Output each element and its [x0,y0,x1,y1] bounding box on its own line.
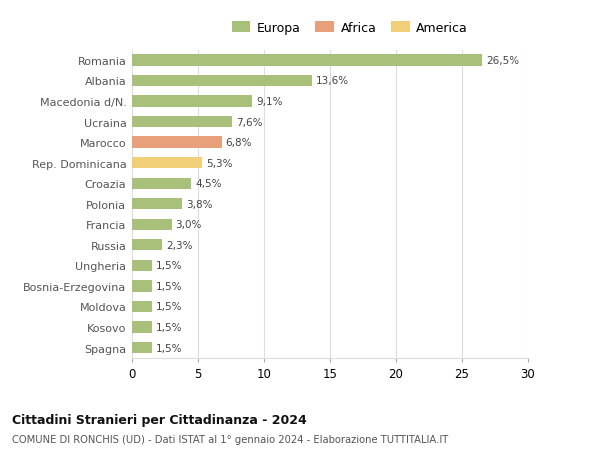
Bar [132,260,152,271]
Text: 9,1%: 9,1% [256,97,283,107]
Text: 3,8%: 3,8% [186,199,212,209]
Text: 2,3%: 2,3% [166,240,193,250]
Text: 7,6%: 7,6% [236,117,263,127]
Text: 1,5%: 1,5% [156,302,182,312]
Bar [132,322,152,333]
Text: 6,8%: 6,8% [226,138,252,148]
Bar [132,240,163,251]
Text: 1,5%: 1,5% [156,322,182,332]
Text: 13,6%: 13,6% [316,76,349,86]
Bar [132,137,222,148]
Bar [132,55,482,67]
Bar [132,96,252,107]
Text: 5,3%: 5,3% [206,158,232,168]
Text: 1,5%: 1,5% [156,261,182,271]
Bar [132,342,152,353]
Bar [132,157,202,169]
Bar [132,76,311,87]
Bar [132,301,152,313]
Legend: Europa, Africa, America: Europa, Africa, America [227,17,473,39]
Text: 26,5%: 26,5% [486,56,519,66]
Text: 4,5%: 4,5% [196,179,222,189]
Bar [132,280,152,292]
Text: 1,5%: 1,5% [156,343,182,353]
Text: 3,0%: 3,0% [176,220,202,230]
Text: 1,5%: 1,5% [156,281,182,291]
Bar [132,178,191,190]
Bar [132,199,182,210]
Text: Cittadini Stranieri per Cittadinanza - 2024: Cittadini Stranieri per Cittadinanza - 2… [12,413,307,426]
Text: COMUNE DI RONCHIS (UD) - Dati ISTAT al 1° gennaio 2024 - Elaborazione TUTTITALIA: COMUNE DI RONCHIS (UD) - Dati ISTAT al 1… [12,434,448,444]
Bar [132,117,232,128]
Bar [132,219,172,230]
